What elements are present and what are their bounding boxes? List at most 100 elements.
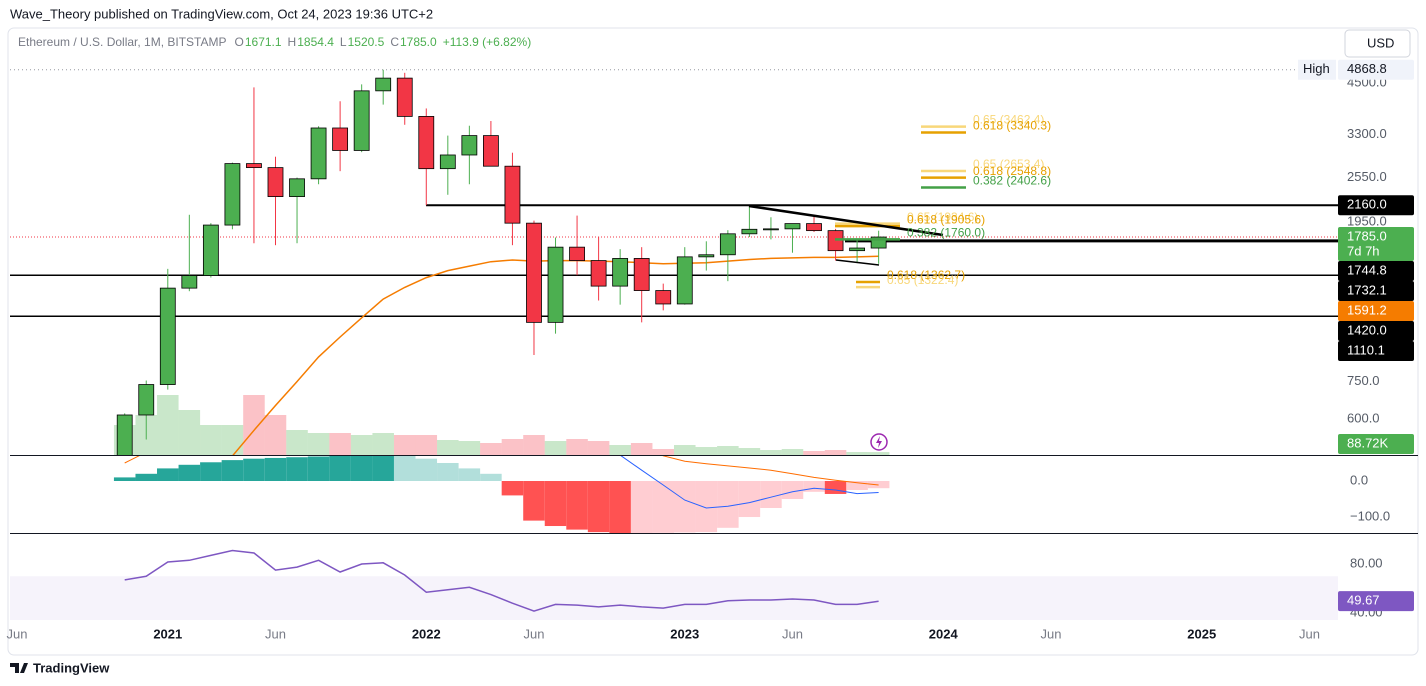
- candle-body: [763, 228, 779, 231]
- macd-histogram-bar: [113, 477, 136, 481]
- volume-bar: [544, 441, 567, 455]
- macd-histogram-bar: [480, 473, 502, 481]
- macd-histogram-bar: [178, 464, 201, 481]
- currency[interactable]: USD: [1367, 35, 1394, 50]
- alert-icon[interactable]: [870, 433, 888, 451]
- macd-histogram-bar: [630, 481, 653, 533]
- price-label: 2160.0: [1347, 197, 1387, 212]
- rsi-label: 49.67: [1347, 593, 1380, 608]
- price-label: 1420.0: [1347, 322, 1387, 337]
- candle-body: [633, 258, 650, 291]
- macd-histogram-bar: [501, 481, 524, 496]
- x-tick-label: Jun: [782, 626, 803, 641]
- macd-pane: [113, 456, 890, 533]
- macd-histogram-bar: [523, 481, 545, 521]
- candle-body: [526, 222, 542, 323]
- y-tick-label: 2550.0: [1347, 169, 1387, 184]
- candle-body: [267, 167, 284, 198]
- candle-body: [224, 163, 241, 226]
- fib-label: 0.65 (1934.6): [907, 210, 978, 224]
- volume-bar: [393, 435, 416, 455]
- candle-body: [655, 290, 672, 305]
- volume-bar: [178, 410, 201, 455]
- volume-bar: [329, 433, 351, 455]
- macd-tick-label: 0.0: [1350, 472, 1368, 487]
- currency-button[interactable]: USD: [1344, 29, 1411, 58]
- volume-bar: [264, 415, 287, 455]
- candle-body: [483, 135, 499, 167]
- volume-bar: [630, 443, 653, 455]
- candle-body: [806, 223, 822, 232]
- fib-label: 0.65 (1322.4): [887, 273, 958, 287]
- macd-histogram-bar: [824, 481, 847, 494]
- x-tick-label: 2023: [670, 626, 699, 641]
- fib-label: 0.618 (1905.6): [907, 212, 985, 226]
- candle-body: [612, 258, 629, 287]
- candle-body: [849, 247, 865, 252]
- fib-label: 0.382 (1760.0): [907, 226, 985, 240]
- volume-bar: [717, 446, 739, 455]
- rsi-pane: [10, 549, 1338, 620]
- macd-histogram-bar: [717, 481, 739, 528]
- volume-bar: [307, 433, 330, 455]
- candle-body: [698, 254, 715, 258]
- volume-bar: [480, 443, 502, 455]
- volume-bar: [824, 450, 847, 455]
- price-label-bg: [1338, 261, 1414, 282]
- candle-body: [569, 246, 585, 261]
- macd-line: [620, 456, 879, 509]
- candle-body: [741, 228, 758, 235]
- macd-histogram-bar: [286, 457, 308, 481]
- macd-tick-label: −100.0: [1350, 508, 1390, 523]
- volume-bar: [781, 449, 804, 455]
- macd-histogram-bar: [781, 481, 804, 500]
- volume-bar: [200, 425, 222, 455]
- price-label-bg: [1338, 195, 1414, 216]
- axes: Jun 2021 Jun 2022 Jun 2023 Jun 2024 Jun 2025 Jun45…: [7, 59, 1414, 641]
- legend-key: H: [288, 35, 297, 49]
- volume-bar: [695, 447, 718, 455]
- macd-histogram-bar: [609, 481, 631, 533]
- y-tick-label: 750.0: [1347, 373, 1380, 388]
- price-tag-bg: [1298, 59, 1336, 80]
- macd-histogram-bar: [846, 481, 868, 491]
- candle-body: [418, 116, 435, 170]
- fib-label: 0.618 (2548.8): [973, 164, 1051, 178]
- volume-bar: [846, 452, 868, 455]
- y-tick-label: 3300.0: [1347, 126, 1387, 141]
- candle-body: [461, 135, 478, 156]
- y-tick-label: 600.0: [1347, 410, 1380, 425]
- rsi-band: [10, 576, 1338, 620]
- volume-bar: [286, 430, 308, 455]
- candle-body: [375, 77, 392, 92]
- fib-label: 0.65 (2653.4): [973, 157, 1044, 171]
- candle-body: [138, 384, 155, 416]
- macd-histogram-bar: [415, 458, 438, 481]
- macd-histogram-bar: [157, 468, 179, 481]
- price-label: 1744.8: [1347, 262, 1387, 277]
- brand: TradingView: [33, 660, 110, 675]
- volume-bar: [738, 448, 761, 455]
- countdown: 7d 7h: [1347, 243, 1380, 258]
- macd-histogram-bar: [738, 481, 761, 518]
- candle-body: [590, 260, 607, 287]
- volume-pane: [113, 395, 890, 455]
- macd-histogram-bar: [264, 457, 287, 481]
- fib-label: 0.618 (1362.7): [887, 268, 965, 282]
- x-tick-label: Jun: [1299, 626, 1320, 641]
- y-tick-label: 1950.0: [1347, 214, 1387, 229]
- legend-key: C: [390, 35, 399, 49]
- legend-change: +113.9 (+6.82%): [443, 35, 532, 49]
- candle-body: [439, 154, 456, 170]
- rsi-line: [124, 549, 879, 612]
- macd-histogram-bar: [393, 456, 416, 481]
- x-tick-label: 2021: [153, 626, 182, 641]
- candle-body: [246, 163, 262, 169]
- legend-value: 1671.1: [245, 35, 282, 49]
- macd-histogram-bar: [544, 481, 567, 527]
- macd-histogram-bar: [243, 458, 265, 481]
- price-label-bg: [1338, 321, 1414, 342]
- legend-value: 1785.0: [400, 35, 437, 49]
- fib-label: 0.618 (3340.3): [973, 119, 1051, 133]
